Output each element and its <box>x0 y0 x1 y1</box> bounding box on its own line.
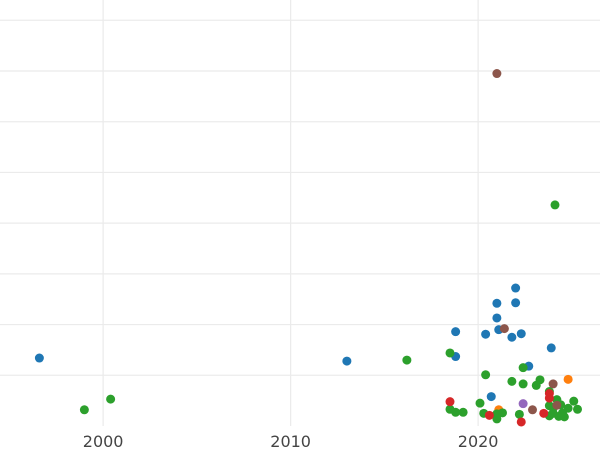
data-point-s4-p0 <box>518 399 528 409</box>
x-tick-labels: 2000 2010 2020 <box>83 432 499 450</box>
data-point-s0-p11 <box>511 283 521 293</box>
data-point-s0-p7 <box>492 298 502 308</box>
data-point-s2-p30 <box>563 403 573 413</box>
data-point-s2-p31 <box>569 396 579 406</box>
data-point-s0-p0 <box>34 353 44 363</box>
data-point-s5-p2 <box>528 405 537 415</box>
data-point-s2-p15 <box>518 363 528 373</box>
data-point-s0-p12 <box>516 329 526 339</box>
data-point-s5-p4 <box>552 400 562 410</box>
data-point-s2-p32 <box>573 404 582 414</box>
data-point-s5-p3 <box>548 379 558 389</box>
data-point-s3-p5 <box>544 389 554 399</box>
data-point-s0-p1 <box>342 356 352 366</box>
data-point-s2-p7 <box>475 398 485 408</box>
gridlines <box>0 0 600 426</box>
data-point-s2-p5 <box>451 407 461 417</box>
data-points <box>34 69 582 427</box>
x-tick-label-2000: 2000 <box>83 432 124 450</box>
data-point-s2-p14 <box>514 409 524 419</box>
data-point-s0-p5 <box>486 392 496 402</box>
data-point-s2-p0 <box>79 405 89 415</box>
x-tick-label-2020: 2020 <box>458 432 499 450</box>
data-point-s2-p6 <box>458 407 468 417</box>
data-point-s2-p2 <box>402 355 412 365</box>
data-point-s3-p1 <box>484 410 494 420</box>
data-point-s5-p0 <box>492 69 502 79</box>
data-point-s2-p24 <box>550 200 560 210</box>
data-point-s3-p2 <box>516 417 526 427</box>
data-point-s1-p1 <box>563 374 573 384</box>
data-point-s0-p14 <box>546 343 556 353</box>
data-point-s5-p1 <box>499 324 509 334</box>
data-point-s2-p16 <box>518 379 528 389</box>
data-point-s2-p9 <box>481 370 491 380</box>
data-point-s2-p1 <box>106 394 116 404</box>
data-point-s0-p6 <box>492 313 502 323</box>
data-point-s2-p11 <box>492 414 502 424</box>
data-point-s0-p9 <box>507 332 517 342</box>
data-point-s0-p4 <box>481 329 491 339</box>
data-point-s0-p3 <box>451 327 461 337</box>
data-point-s0-p10 <box>511 298 521 308</box>
data-point-s2-p18 <box>535 375 545 385</box>
data-point-s2-p13 <box>507 376 517 386</box>
data-point-s3-p0 <box>445 397 455 407</box>
data-point-s2-p3 <box>445 348 455 358</box>
data-point-s2-p29 <box>559 412 569 422</box>
x-tick-label-2010: 2010 <box>270 432 311 450</box>
data-point-s2-p12 <box>498 408 507 418</box>
data-point-s3-p3 <box>539 408 549 418</box>
